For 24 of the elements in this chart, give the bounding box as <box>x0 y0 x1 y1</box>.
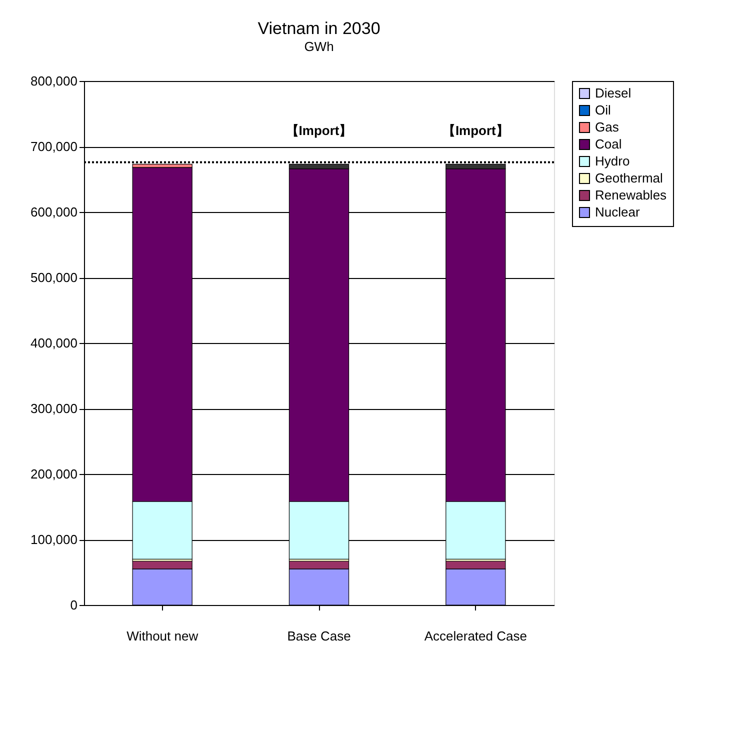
chart-title: Vietnam in 2030 <box>258 19 380 38</box>
legend-label: Coal <box>595 136 622 152</box>
y-tick-label: 500,000 <box>30 270 78 285</box>
legend-label: Diesel <box>595 86 632 100</box>
y-tick-label: 600,000 <box>30 204 78 220</box>
y-tick-label: 700,000 <box>30 139 78 154</box>
legend-label: Gas <box>595 120 620 134</box>
y-tick-label: 800,000 <box>30 74 78 88</box>
annotation: 【Import】 <box>286 122 352 138</box>
y-tick-label: 400,000 <box>30 336 78 350</box>
x-tick-label: Base Case <box>287 628 351 644</box>
legend-label: Nuclear <box>595 204 640 220</box>
x-tick-label: Accelerated Case <box>424 628 527 644</box>
y-tick-label: 200,000 <box>30 466 78 482</box>
y-tick-label: 0 <box>70 598 78 612</box>
y-axis-title: GWh <box>304 39 334 54</box>
legend-label: Hydro <box>595 154 630 168</box>
y-tick-label: 300,000 <box>30 401 78 416</box>
legend-label: Renewables <box>595 188 668 202</box>
annotation: 【Import】 <box>442 122 509 138</box>
legend-label: Geothermal <box>595 170 664 186</box>
legend-label: Oil <box>595 102 611 118</box>
x-tick-label: Without new <box>126 628 199 644</box>
y-tick-label: 100,000 <box>30 532 78 547</box>
